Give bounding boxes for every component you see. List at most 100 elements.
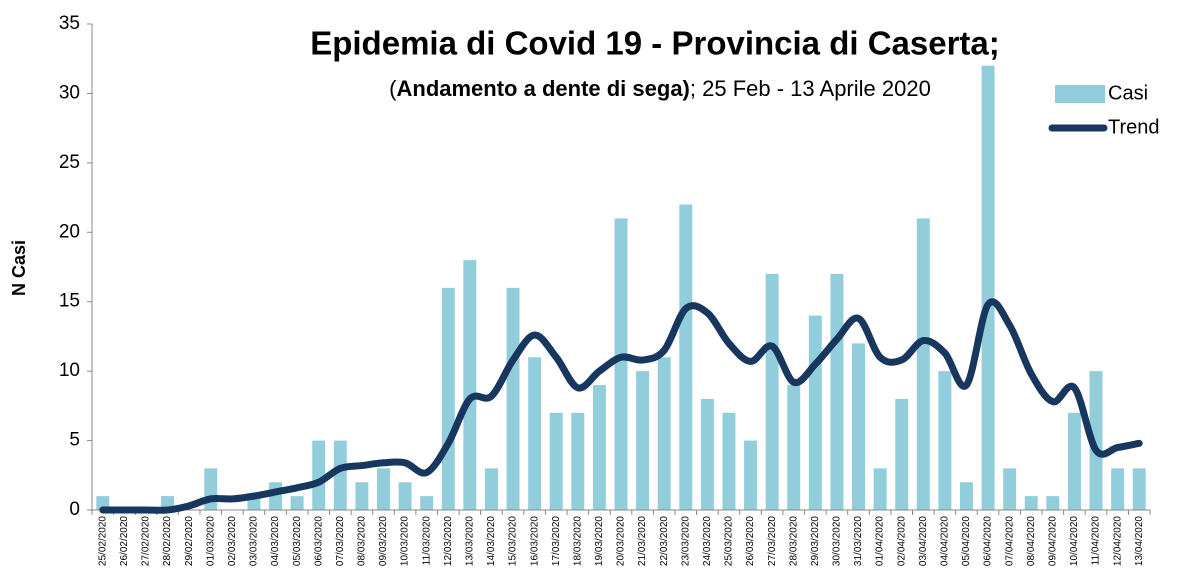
y-tick-label: 35 xyxy=(59,13,80,34)
x-tick-label: 10/04/2020 xyxy=(1069,516,1080,566)
x-tick-label: 21/03/2020 xyxy=(637,516,648,566)
bar xyxy=(441,287,455,510)
x-tick-label: 02/04/2020 xyxy=(896,516,907,566)
bar xyxy=(312,440,326,510)
x-tick-label: 11/04/2020 xyxy=(1091,516,1102,566)
x-tick-label: 02/03/2020 xyxy=(227,516,238,566)
legend-swatch xyxy=(1055,85,1105,103)
x-tick-label: 05/04/2020 xyxy=(961,516,972,566)
x-tick-label: 27/02/2020 xyxy=(141,516,152,566)
x-tick-label: 07/04/2020 xyxy=(1004,516,1015,566)
subtitle-part: Andamento a dente di sega) xyxy=(397,76,690,101)
x-tick-label: 03/03/2020 xyxy=(249,516,260,566)
x-tick-label: 26/02/2020 xyxy=(119,516,130,566)
x-tick-label: 16/03/2020 xyxy=(529,516,540,566)
x-tick-label: 07/03/2020 xyxy=(335,516,346,566)
chart-title: Epidemia di Covid 19 - Provincia di Case… xyxy=(310,25,1000,62)
y-tick-label: 15 xyxy=(59,291,80,312)
bar xyxy=(1111,468,1125,510)
x-tick-label: 12/04/2020 xyxy=(1112,516,1123,566)
bar xyxy=(333,440,347,510)
x-tick-label: 28/02/2020 xyxy=(162,516,173,566)
bar xyxy=(1003,468,1017,510)
y-tick-label: 25 xyxy=(59,152,80,173)
bar xyxy=(355,482,369,510)
y-tick-label: 5 xyxy=(69,430,80,451)
bar xyxy=(830,273,844,510)
bar xyxy=(528,357,542,510)
x-tick-label: 08/04/2020 xyxy=(1026,516,1037,566)
x-tick-label: 09/04/2020 xyxy=(1047,516,1058,566)
bar xyxy=(938,371,952,510)
x-tick-label: 29/02/2020 xyxy=(184,516,195,566)
bar xyxy=(981,65,995,511)
bar xyxy=(916,218,930,510)
y-axis-label: N Casi xyxy=(9,240,29,296)
bar xyxy=(744,440,758,510)
bar xyxy=(463,260,477,510)
bar xyxy=(549,412,563,510)
bar xyxy=(614,218,628,510)
bar xyxy=(873,468,887,510)
x-tick-label: 14/03/2020 xyxy=(486,516,497,566)
legend-label: Trend xyxy=(1108,116,1160,138)
bar xyxy=(290,496,304,510)
x-tick-label: 17/03/2020 xyxy=(551,516,562,566)
x-tick-label: 08/03/2020 xyxy=(357,516,368,566)
y-tick-label: 0 xyxy=(69,499,80,520)
x-tick-label: 26/03/2020 xyxy=(745,516,756,566)
bar xyxy=(1089,371,1103,510)
bar xyxy=(1046,496,1060,510)
bar xyxy=(700,398,714,510)
x-tick-label: 30/03/2020 xyxy=(832,516,843,566)
subtitle-part: ( xyxy=(389,76,397,101)
bar xyxy=(722,412,736,510)
x-tick-label: 27/03/2020 xyxy=(767,516,778,566)
y-tick-label: 30 xyxy=(59,82,80,103)
x-tick-label: 06/04/2020 xyxy=(983,516,994,566)
bar xyxy=(636,371,650,510)
x-tick-label: 13/03/2020 xyxy=(464,516,475,566)
x-tick-label: 24/03/2020 xyxy=(702,516,713,566)
bar xyxy=(204,468,218,510)
x-tick-label: 01/04/2020 xyxy=(875,516,886,566)
x-tick-label: 11/03/2020 xyxy=(421,516,432,566)
subtitle-part: ; 25 Feb - 13 Aprile 2020 xyxy=(690,76,931,101)
trend-line xyxy=(99,298,1143,514)
x-tick-label: 05/03/2020 xyxy=(292,516,303,566)
y-tick-label: 10 xyxy=(59,360,80,381)
x-tick-label: 25/02/2020 xyxy=(97,516,108,566)
x-tick-label: 01/03/2020 xyxy=(205,516,216,566)
bar xyxy=(571,412,585,510)
bar xyxy=(679,204,693,510)
x-tick-label: 03/04/2020 xyxy=(918,516,929,566)
y-tick-label: 20 xyxy=(59,221,80,242)
x-tick-label: 13/04/2020 xyxy=(1134,516,1145,566)
x-tick-label: 31/03/2020 xyxy=(853,516,864,566)
bar xyxy=(808,315,822,510)
x-tick-label: 23/03/2020 xyxy=(680,516,691,566)
bar xyxy=(398,482,412,510)
x-tick-label: 09/03/2020 xyxy=(378,516,389,566)
bar xyxy=(506,287,520,510)
bar xyxy=(420,496,434,510)
x-tick-label: 20/03/2020 xyxy=(616,516,627,566)
x-tick-label: 10/03/2020 xyxy=(400,516,411,566)
x-tick-label: 22/03/2020 xyxy=(659,516,670,566)
bar xyxy=(765,273,779,510)
chart-subtitle: (Andamento a dente di sega); 25 Feb - 13… xyxy=(389,76,931,101)
bar xyxy=(895,398,909,510)
x-tick-label: 29/03/2020 xyxy=(810,516,821,566)
bar xyxy=(1067,412,1081,510)
x-tick-label: 06/03/2020 xyxy=(313,516,324,566)
x-tick-label: 28/03/2020 xyxy=(788,516,799,566)
bar xyxy=(959,482,973,510)
x-tick-label: 25/03/2020 xyxy=(724,516,735,566)
bar xyxy=(852,343,865,510)
x-tick-label: 04/03/2020 xyxy=(270,516,281,566)
x-tick-label: 18/03/2020 xyxy=(572,516,583,566)
bar xyxy=(377,468,390,510)
legend-label: Casi xyxy=(1108,82,1148,104)
